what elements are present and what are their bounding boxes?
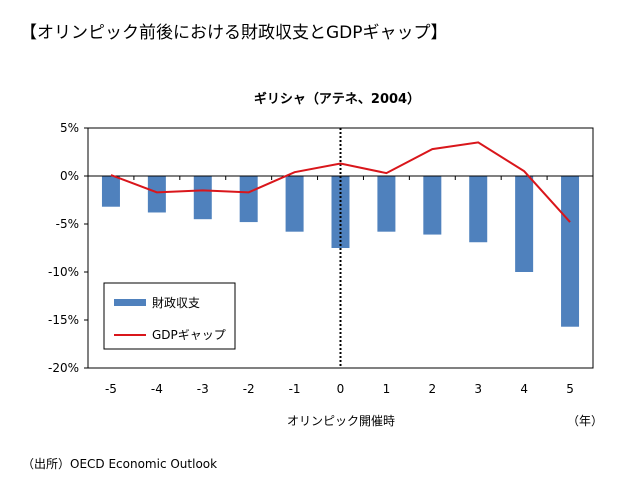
bar-fiscal-balance [469,176,488,243]
x-tick-label: -5 [105,382,117,396]
chart-title: ギリシャ（アテネ、2004） [254,91,420,107]
bar-fiscal-balance [561,176,580,327]
x-tick-label: 1 [383,382,391,396]
y-tick-label: -5% [56,217,79,231]
bar-fiscal-balance [101,176,120,207]
y-tick-label: -10% [48,265,79,279]
legend-label-fiscal-balance: 財政収支 [152,295,200,310]
x-tick-label: -4 [151,382,163,396]
legend-box [103,282,236,350]
plot-area: 5% 0% -5% -10% -15% -20% -5 -4 -3 -2 -1 0 1 2 3 4 5 [48,121,594,396]
x-tick-label: 3 [474,382,482,396]
x-tick-label: -1 [289,382,301,396]
bar-fiscal-balance [147,176,166,213]
x-tick-label: 2 [428,382,436,396]
bar-fiscal-balance [193,176,212,220]
x-tick-label: 5 [566,382,574,396]
bar-fiscal-balance [515,176,534,272]
x-tick-label: 4 [520,382,528,396]
y-tick-label: -15% [48,313,79,327]
bar-fiscal-balance [239,176,258,223]
y-tick-label: -20% [48,361,79,375]
line-gdp-gap [110,141,571,223]
x-tick-label: -2 [243,382,255,396]
source-note: （出所）OECD Economic Outlook [22,457,218,471]
y-tick-label: 0% [60,169,79,183]
legend-swatch-bar [114,299,146,306]
bar-fiscal-balance [285,176,304,232]
x-axis-title: オリンピック開催時 [287,414,395,428]
x-tick-label: -3 [197,382,209,396]
x-axis-unit: （年） [567,414,603,428]
y-tick-label: 5% [60,121,79,135]
x-tick-label: 0 [337,382,345,396]
bar-fiscal-balance [423,176,442,235]
legend: 財政収支 GDPギャップ [103,282,236,350]
page-title: 【オリンピック前後における財政収支とGDPギャップ】 [20,23,448,43]
bar-fiscal-balance [377,176,396,232]
legend-label-gdp-gap: GDPギャップ [152,328,226,342]
